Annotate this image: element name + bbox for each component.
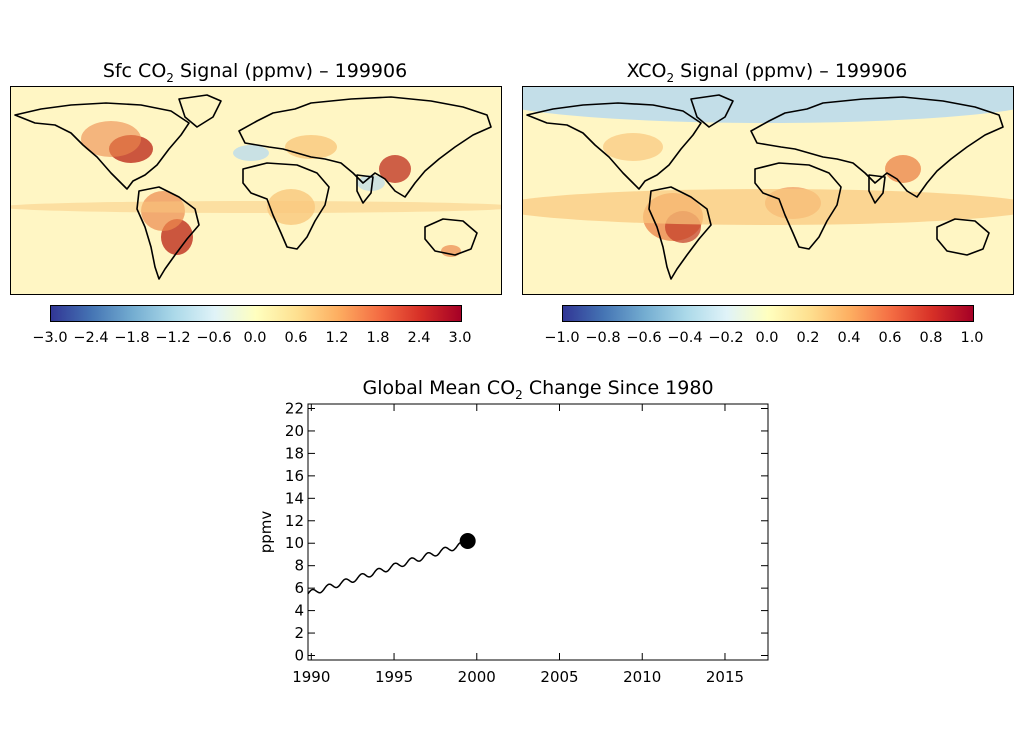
coastline-greenland [690,94,734,128]
y-tick-label: 0 [294,647,304,665]
plot-frame [307,403,769,661]
signal-region [81,121,141,157]
colorbar-tick-label: −0.4 [667,330,703,346]
y-tick-label: 18 [285,444,304,462]
y-tick-label: 8 [294,557,304,575]
y-tick-label: 10 [285,534,304,552]
colorbar-tick-label: 0.6 [284,330,308,346]
colorbar-ticks-surface: −3.0 −2.4 −1.8 −1.2 −0.6 0.0 0.6 1.2 1.8 2.4 3.0 [32,330,471,350]
colorbar-tick-label: 0.0 [243,330,267,346]
colorbar-tick-label: 0.2 [796,330,820,346]
colorbar-tick-label: −0.6 [196,330,232,346]
colorbar-tick-label: −1.8 [114,330,150,346]
y-axis-label: ppmv [257,511,275,554]
y-tick-label: 20 [285,422,304,440]
map-surface-co2 [10,86,502,295]
signal-region [11,201,501,213]
coastline-eurasia [750,96,1004,198]
x-tick-label: 1995 [375,668,413,686]
coastline-india [868,174,886,204]
y-tick-label: 16 [285,467,304,485]
x-tick-label: 2005 [540,668,578,686]
colorbar-tick-label: −1.2 [155,330,191,346]
signal-region [233,145,269,161]
colorbar-tick-label: 1.0 [960,330,984,346]
coastline-south-america [648,186,712,280]
coastline-eurasia [238,96,492,198]
signal-region [523,87,1013,123]
y-tick-label: 22 [285,399,304,417]
x-tick-label: 2015 [706,668,744,686]
coastline-india [356,174,374,204]
current-point-marker [459,532,476,549]
coastline-south-america [136,186,200,280]
y-tick-label: 12 [285,512,304,530]
signal-region [885,155,921,183]
y-tick-label: 4 [294,602,304,620]
signal-region [603,133,663,161]
y-tick-label: 6 [294,579,304,597]
map-xco2 [522,86,1014,295]
colorbar-ticks-xco2: −1.0 −0.8 −0.6 −0.4 −0.2 0.0 0.2 0.4 0.6 0.8 1.0 [544,330,983,350]
colorbar-tick-label: 0.0 [755,330,779,346]
colorbar-tick-label: −2.4 [73,330,109,346]
colorbar-tick-label: −0.6 [626,330,662,346]
x-tick-label: 1990 [292,668,330,686]
colorbar-surface [50,305,462,322]
chart-title: Global Mean CO2 Change Since 1980 [362,377,713,402]
map-title-xco2: XCO2 Signal (ppmv) – 199906 [626,60,908,85]
colorbar-tick-label: 3.0 [448,330,472,346]
coastline-greenland [178,94,222,128]
colorbar-tick-label: 1.2 [325,330,349,346]
y-tick-label: 14 [285,489,304,507]
coastline-australia [424,218,478,256]
map-title-surface: Sfc CO2 Signal (ppmv) – 199906 [102,60,408,85]
colorbar-tick-label: −0.8 [585,330,621,346]
x-tick-label: 2000 [458,668,496,686]
coastline-australia [936,218,990,256]
x-tick-label: 2010 [623,668,661,686]
coastline-africa [754,162,842,250]
colorbar-tick-label: 1.8 [366,330,390,346]
series-line [307,541,468,595]
colorbar-tick-label: 0.4 [837,330,861,346]
coastline-africa [242,162,330,250]
y-tick-label: 2 [294,624,304,642]
colorbar-tick-label: −0.2 [708,330,744,346]
colorbar-tick-label: 0.6 [878,330,902,346]
colorbar-tick-label: 0.8 [919,330,943,346]
colorbar-tick-label: −3.0 [32,330,68,346]
colorbar-xco2 [562,305,974,322]
coastline-north-america [526,102,702,190]
signal-region [379,155,411,183]
colorbar-tick-label: 2.4 [407,330,431,346]
signal-region [523,189,1013,225]
signal-region [357,175,385,191]
coastline-north-america [14,102,190,190]
colorbar-tick-label: −1.0 [544,330,580,346]
